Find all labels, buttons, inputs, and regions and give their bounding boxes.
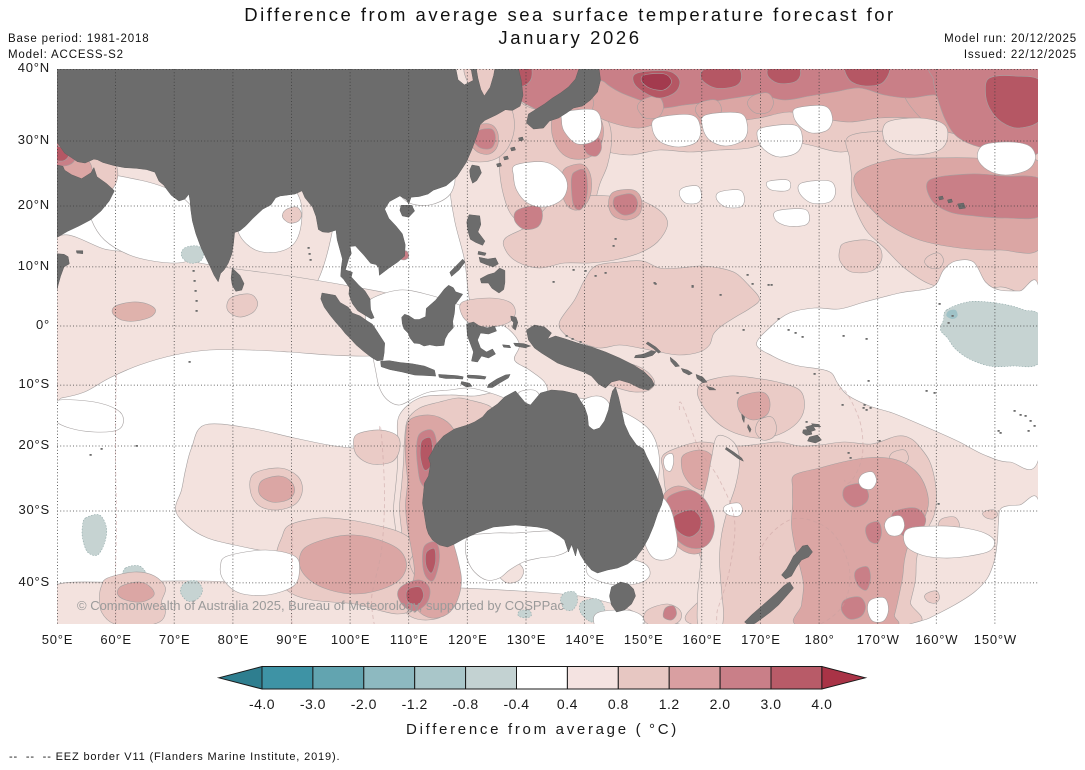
svg-text:© Commonwealth of Australia 20: © Commonwealth of Australia 2025, Bureau… <box>77 598 564 613</box>
